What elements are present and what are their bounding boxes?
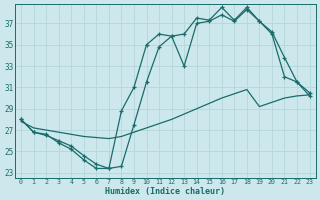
X-axis label: Humidex (Indice chaleur): Humidex (Indice chaleur) (105, 187, 225, 196)
